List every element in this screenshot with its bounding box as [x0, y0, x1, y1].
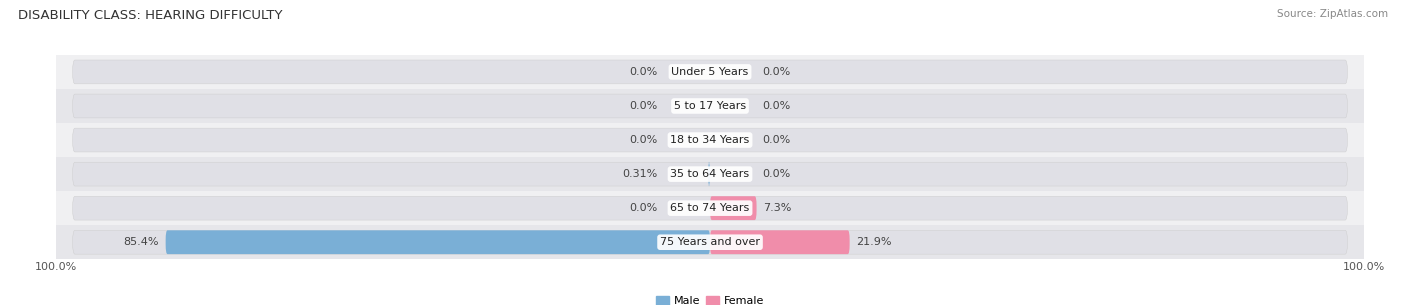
FancyBboxPatch shape [73, 60, 1347, 84]
Text: 0.31%: 0.31% [623, 169, 658, 179]
Bar [56, 55, 1364, 89]
Bar [56, 157, 1364, 191]
FancyBboxPatch shape [709, 162, 710, 186]
Legend: Male, Female: Male, Female [651, 292, 769, 305]
Text: Under 5 Years: Under 5 Years [672, 67, 748, 77]
Text: 65 to 74 Years: 65 to 74 Years [671, 203, 749, 213]
Text: 0.0%: 0.0% [762, 135, 790, 145]
Text: 0.0%: 0.0% [762, 169, 790, 179]
Text: 0.0%: 0.0% [630, 203, 658, 213]
Text: 21.9%: 21.9% [856, 237, 891, 247]
FancyBboxPatch shape [166, 230, 710, 254]
Text: 0.0%: 0.0% [762, 67, 790, 77]
FancyBboxPatch shape [73, 196, 1347, 220]
FancyBboxPatch shape [710, 230, 849, 254]
Text: 0.0%: 0.0% [630, 67, 658, 77]
Text: Source: ZipAtlas.com: Source: ZipAtlas.com [1277, 9, 1388, 19]
FancyBboxPatch shape [73, 128, 1347, 152]
Bar [56, 225, 1364, 259]
Text: 0.0%: 0.0% [630, 135, 658, 145]
Text: 18 to 34 Years: 18 to 34 Years [671, 135, 749, 145]
Text: 35 to 64 Years: 35 to 64 Years [671, 169, 749, 179]
FancyBboxPatch shape [710, 196, 756, 220]
FancyBboxPatch shape [73, 94, 1347, 118]
FancyBboxPatch shape [73, 162, 1347, 186]
Bar [56, 89, 1364, 123]
FancyBboxPatch shape [73, 230, 1347, 254]
Text: 5 to 17 Years: 5 to 17 Years [673, 101, 747, 111]
Text: 0.0%: 0.0% [630, 101, 658, 111]
Text: 85.4%: 85.4% [124, 237, 159, 247]
Text: DISABILITY CLASS: HEARING DIFFICULTY: DISABILITY CLASS: HEARING DIFFICULTY [18, 9, 283, 22]
Text: 7.3%: 7.3% [763, 203, 792, 213]
Text: 0.0%: 0.0% [762, 101, 790, 111]
Bar [56, 191, 1364, 225]
Text: 75 Years and over: 75 Years and over [659, 237, 761, 247]
Bar [56, 123, 1364, 157]
